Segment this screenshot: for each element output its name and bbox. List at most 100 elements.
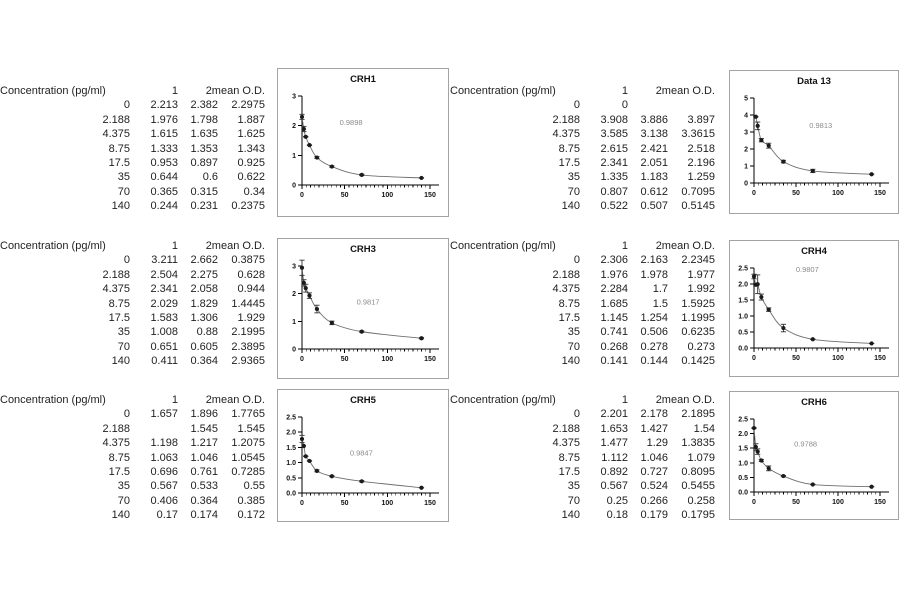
concentration-cell: 17.5 [558,466,580,479]
od1-cell: 3.211 [151,254,178,267]
od1-cell: 0.141 [600,355,628,368]
data-point [314,468,320,473]
od1-cell: 0 [621,99,628,112]
y-tick-label: 0.0 [286,491,296,498]
mean-od-cell: 2.9365 [231,355,265,368]
concentration-cell: 8.75 [558,451,580,464]
y-tick-label: 2.5 [286,415,296,422]
od2-cell: 1.183 [640,171,668,184]
concentration-cell: 8.75 [558,142,580,155]
mean-od-cell: 3.3615 [681,128,715,141]
od2-cell: 0.174 [190,509,218,522]
r-squared-label: 0.9847 [350,449,373,458]
od2-cell: 1.829 [190,297,218,310]
concentration-cell: 2.188 [102,113,130,126]
data-point [755,123,760,128]
od2-cell: 3.138 [640,128,668,141]
y-tick-label: 0.0 [738,490,748,497]
od1-cell: 1.008 [150,326,178,339]
od2-cell: 0.364 [190,494,218,507]
concentration-cell: 35 [117,326,130,339]
mean-od-cell: 0.172 [237,509,265,522]
table-row: 35 1.008 0.88 2.1995 [0,325,265,339]
chart-crh3: CRH3 0 1 2 3 0 50 100 150 0.9817 [277,238,449,379]
od2-cell: 0.278 [640,340,668,353]
x-tick-label: 100 [832,190,844,197]
mean-od-cell: 0.8095 [681,466,715,479]
standard-curve-plot: CRH6 0.0 0.5 1.0 1.5 2.0 2.5 0 50 100 150 0.9788 [738,397,889,506]
x-tick-label: 100 [381,192,393,199]
mean-od-cell: 1.079 [687,451,715,464]
x-tick-label: 150 [874,499,886,506]
od1-cell: 0.567 [150,480,178,493]
concentration-header: Concentration (pg/ml) [0,394,106,406]
data-point [419,485,424,490]
od-table: Concentration (pg/ml) 1 2mean O.D. 0 0 2.188 3… [450,84,715,214]
table-row: 140 0.244 0.231 0.2375 [0,199,265,213]
concentration-cell: 35 [567,171,580,184]
table-row: 70 0.268 0.278 0.273 [450,340,715,354]
y-tick-label: 2.0 [738,282,748,289]
table-header-row: Concentration (pg/ml) 1 2mean O.D. [450,239,715,253]
data-point [301,280,306,285]
table-header-row: Concentration (pg/ml) 1 2mean O.D. [0,239,265,253]
mean-od-cell: 1.1995 [681,312,715,325]
mean-od-cell: 2.1995 [231,326,265,339]
fit-curve [753,428,872,488]
od1-cell: 0.651 [150,340,178,353]
concentration-cell: 17.5 [108,312,130,325]
od1-cell: 2.284 [600,283,628,296]
x-tick-label: 150 [424,356,436,363]
od2-cell: 1.545 [190,422,218,435]
od2-cell: 0.179 [640,509,668,522]
concentration-cell: 8.75 [558,297,580,310]
table-row: 2.188 1.976 1.798 1.887 [0,113,265,127]
table-row: 8.75 1.333 1.353 1.343 [0,142,265,156]
concentration-cell: 17.5 [558,312,580,325]
concentration-cell: 70 [117,185,130,198]
od-table: Concentration (pg/ml) 1 2mean O.D. 0 2.201 2.… [450,393,715,523]
od1-cell: 0.741 [600,326,628,339]
data-point [755,449,760,454]
concentration-cell: 70 [117,340,130,353]
od1-cell: 2.504 [150,268,178,281]
y-tick-label: 2.5 [738,266,748,273]
chart-title: CRH3 [350,244,376,255]
table-row: 8.75 2.029 1.829 1.4445 [0,297,265,311]
y-tick-label: 0 [292,183,296,190]
y-tick-label: 2 [292,291,296,298]
table-row: 4.375 1.477 1.29 1.3835 [450,436,715,450]
od1-cell: 1.615 [150,128,178,141]
table-row: 8.75 1.112 1.046 1.079 [450,451,715,465]
x-tick-label: 50 [792,190,800,197]
data-point [759,294,764,300]
panel-crh1-table: Concentration (pg/ml) 1 2mean O.D. 0 2.213 2.… [0,84,265,214]
od2-cell: 0.88 [196,326,218,339]
table-row: 140 0.522 0.507 0.5145 [450,199,715,213]
replicate1-header: 1 [171,85,178,97]
y-tick-label: 1.0 [738,460,748,467]
x-tick-label: 150 [874,355,886,362]
concentration-cell: 4.375 [552,283,580,296]
table-row: 17.5 2.341 2.051 2.196 [450,156,715,170]
od1-cell: 1.333 [150,142,178,155]
replicate1-header: 1 [171,394,178,406]
data-point [329,320,334,325]
data-point [419,336,424,341]
od-table: Concentration (pg/ml) 1 2mean O.D. 0 2.306 2.… [450,239,715,369]
data-point [359,329,364,334]
table-row: 2.188 2.504 2.275 0.628 [0,268,265,282]
axes [750,97,889,187]
x-tick-label: 150 [424,192,436,199]
concentration-cell: 70 [567,185,580,198]
y-tick-label: 0.5 [738,475,748,482]
table-row: 4.375 3.585 3.138 3.3615 [450,127,715,141]
x-tick-label: 50 [792,499,800,506]
od2-cell: 0.6 [202,171,218,184]
od-table: Concentration (pg/ml) 1 2mean O.D. 0 3.211 2.… [0,239,265,369]
table-row: 35 0.567 0.533 0.55 [0,479,265,493]
table-row: 4.375 2.341 2.058 0.944 [0,282,265,296]
data-point [301,126,306,132]
concentration-cell: 140 [111,509,130,522]
od2-cell: 1.635 [190,128,218,141]
